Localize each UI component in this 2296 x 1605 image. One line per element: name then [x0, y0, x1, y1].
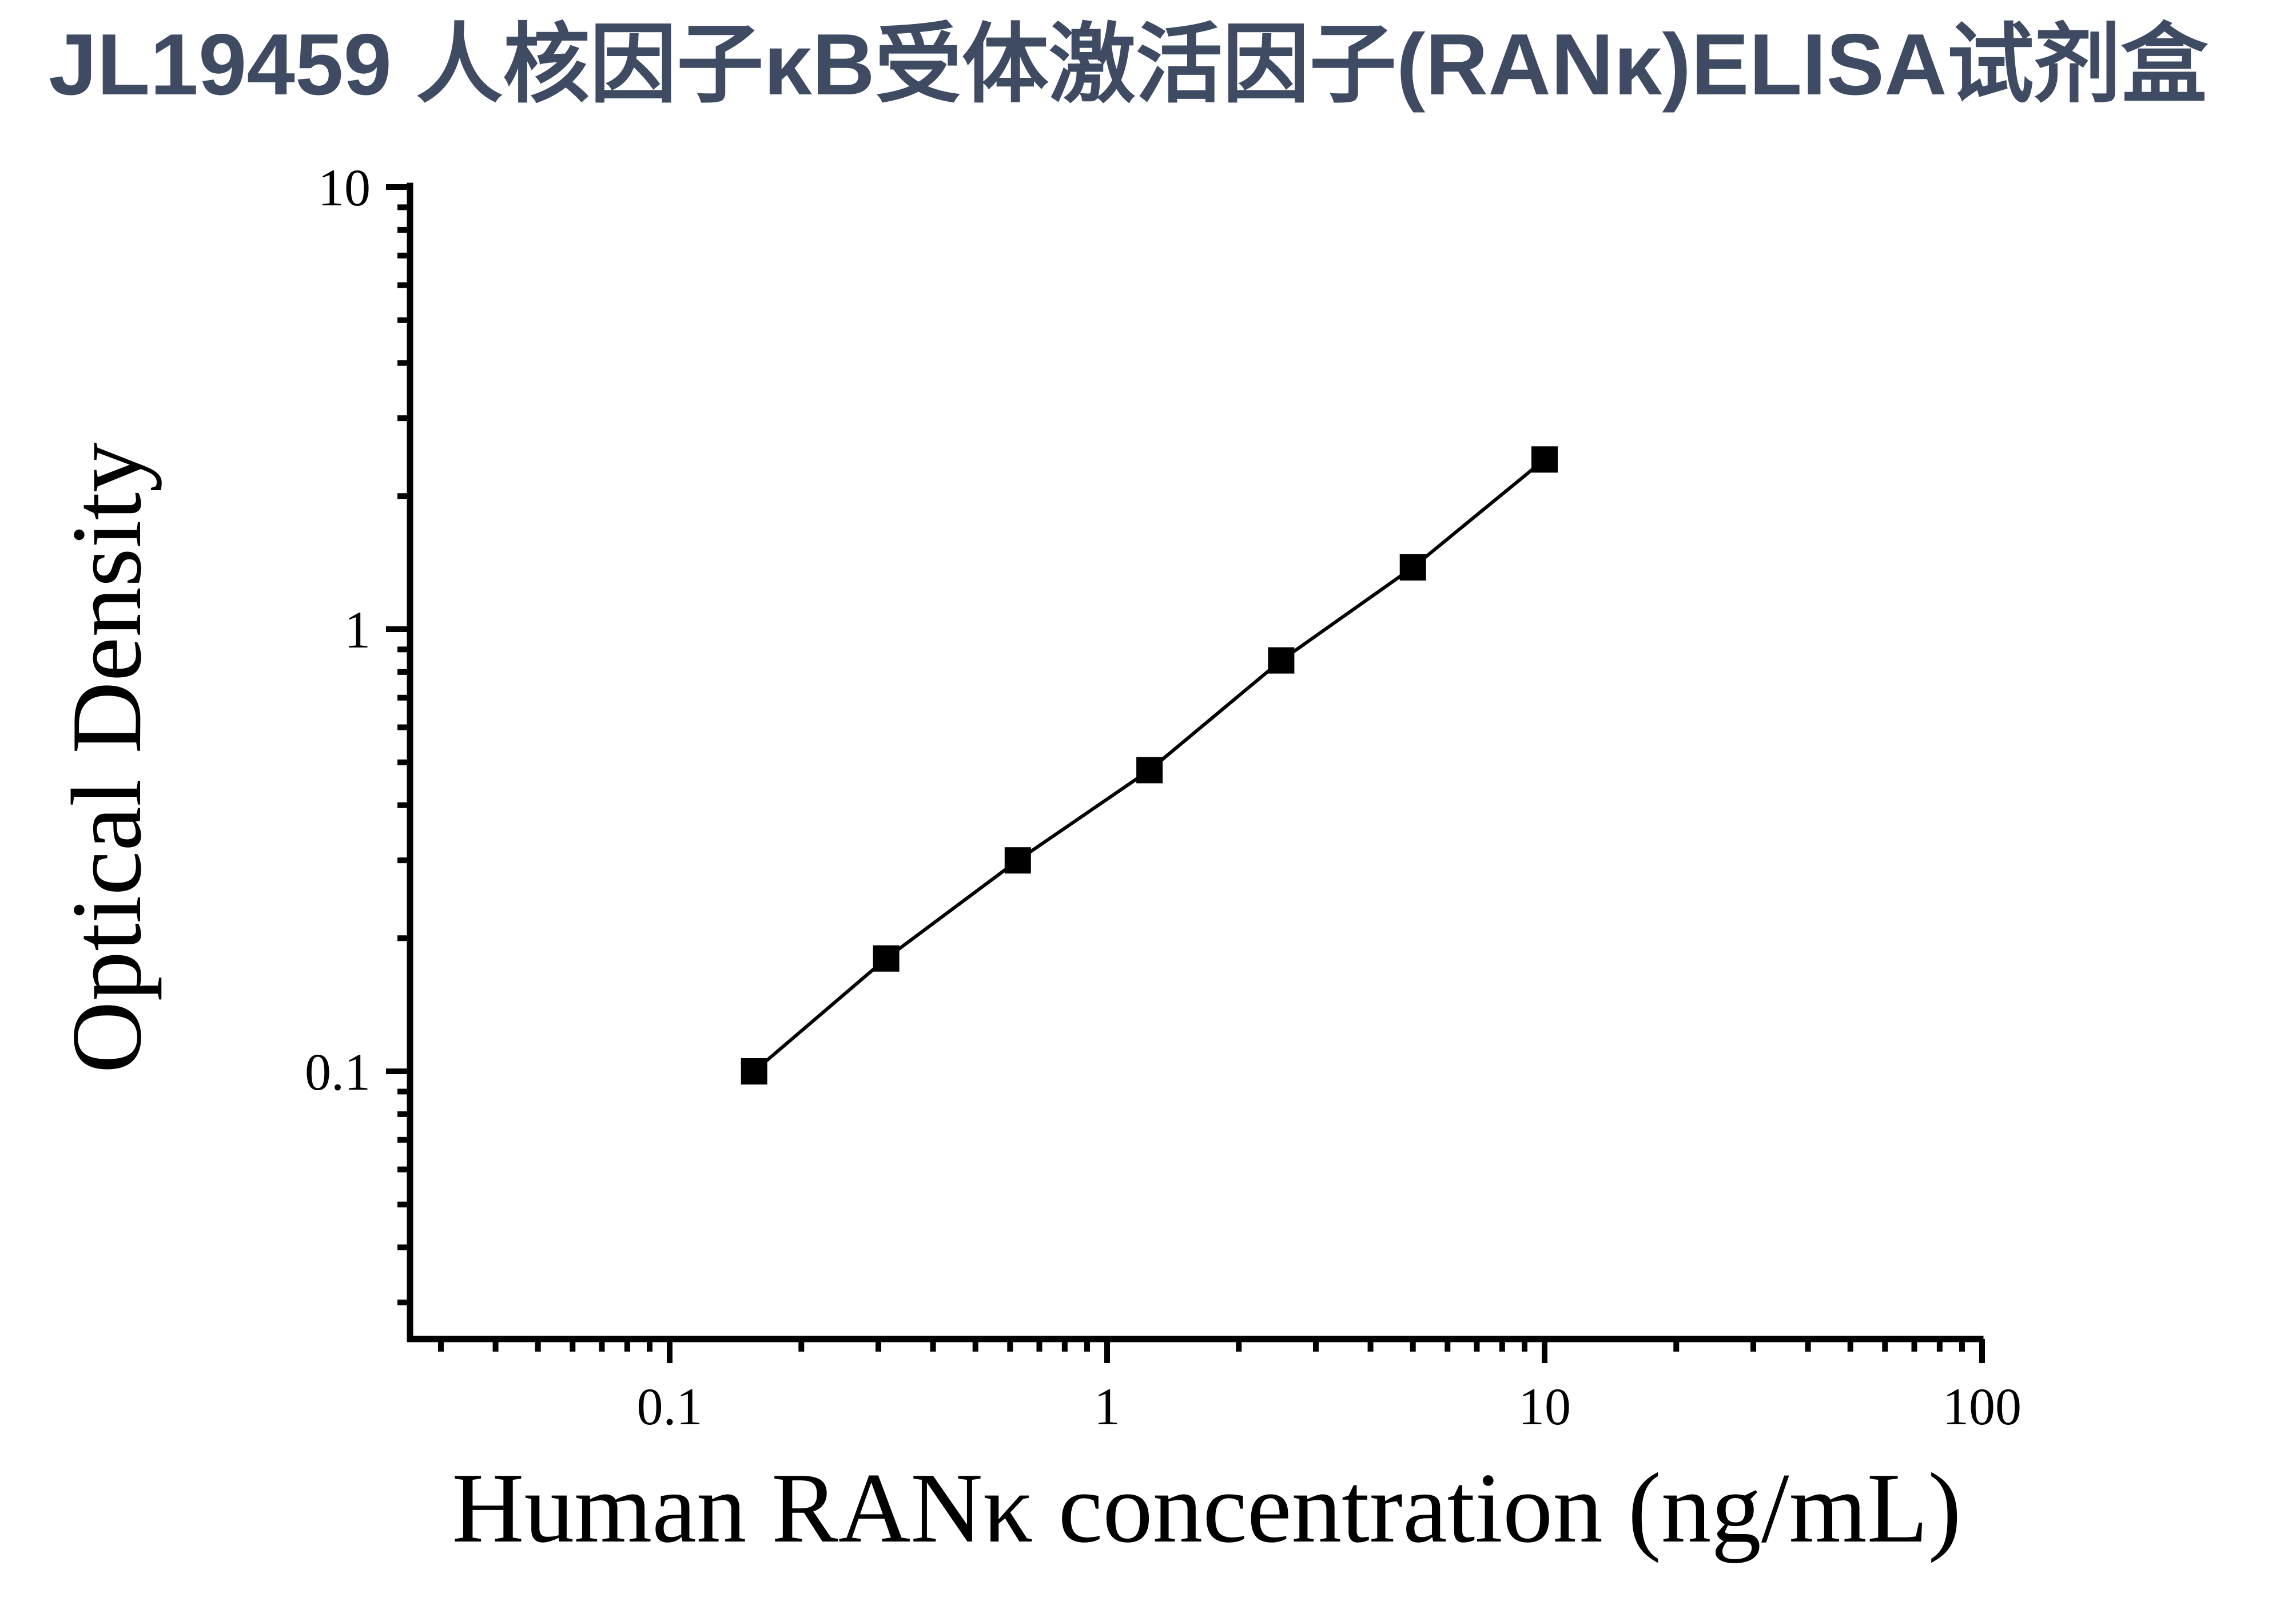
x-tick-label: 0.1 — [637, 1377, 703, 1436]
data-point-marker — [741, 1058, 767, 1084]
x-tick-label: 10 — [1518, 1377, 1571, 1436]
chart-axes: 0.1 1 10 100 0.1 1 10 — [305, 158, 2022, 1436]
y-tick-label: 0.1 — [305, 1043, 371, 1101]
data-point-marker — [1268, 647, 1295, 674]
x-axis-title: Human RANκ concentration (ng/mL) — [452, 1452, 1961, 1563]
y-tick-label: 1 — [344, 601, 371, 659]
figure-title: JL19459 人核因子κB受体激活因子(RANκ)ELISA试剂盒 — [49, 16, 2208, 113]
data-point-marker — [1531, 446, 1558, 473]
data-point-marker — [1004, 847, 1031, 874]
data-point-marker — [873, 945, 900, 972]
x-tick-label: 1 — [1094, 1377, 1120, 1436]
axis-spines — [407, 182, 1984, 1342]
chart-series — [741, 446, 1558, 1084]
y-tick-label: 10 — [318, 158, 371, 217]
x-tick-label: 100 — [1943, 1377, 2022, 1436]
y-axis-title: Optical Density — [51, 442, 162, 1073]
data-point-marker — [1136, 757, 1163, 784]
data-point-marker — [1399, 554, 1426, 581]
